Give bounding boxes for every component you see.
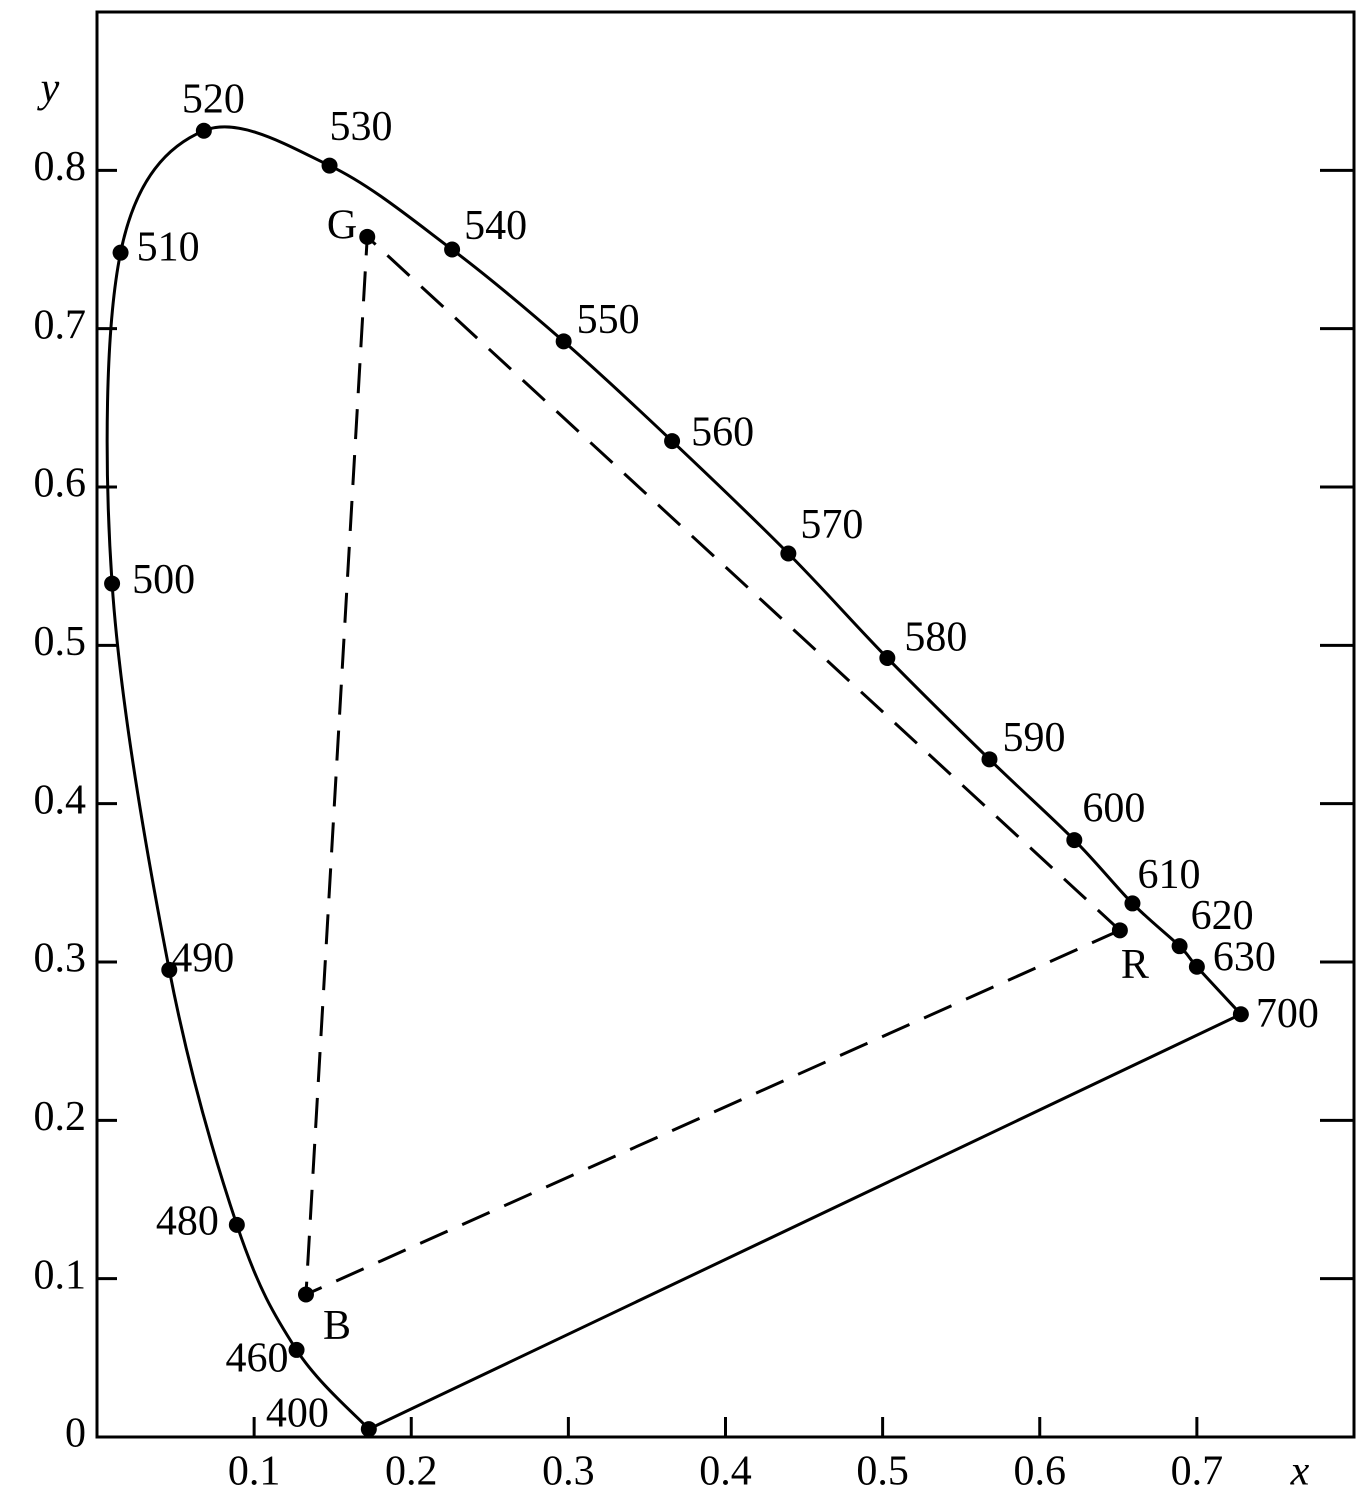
wavelength-label: 630 — [1213, 934, 1276, 980]
locus-point — [161, 961, 178, 978]
primary-label: B — [323, 1303, 351, 1349]
locus-point — [444, 241, 461, 258]
y-tick-label: 0.6 — [34, 461, 87, 507]
y-tick-label: 0.4 — [34, 777, 87, 823]
wavelength-label: 540 — [464, 203, 527, 249]
wavelength-label: 520 — [182, 76, 245, 122]
x-axis-label: x — [1290, 1449, 1310, 1495]
y-tick-label: 0.8 — [34, 144, 87, 190]
x-tick-label: 0.6 — [1014, 1449, 1067, 1495]
wavelength-label: 590 — [1002, 715, 1065, 761]
primary-point — [297, 1286, 314, 1303]
wavelength-label: 480 — [156, 1198, 219, 1244]
locus-point — [288, 1341, 305, 1358]
locus-point — [195, 122, 212, 139]
wavelength-label: 500 — [132, 557, 195, 603]
y-tick-label: 0 — [65, 1411, 86, 1457]
locus-point — [981, 751, 998, 768]
wavelength-label: 560 — [691, 410, 754, 456]
x-tick-label: 0.2 — [385, 1449, 438, 1495]
wavelength-label: 570 — [800, 502, 863, 548]
locus-point — [879, 650, 896, 666]
locus-point — [1232, 1006, 1249, 1023]
y-axis-label: y — [37, 66, 60, 112]
wavelength-label: 460 — [226, 1336, 289, 1382]
locus-point — [1124, 895, 1141, 912]
x-tick-label: 0.4 — [699, 1449, 752, 1495]
locus-point — [321, 157, 338, 174]
wavelength-label: 530 — [330, 104, 393, 150]
locus-point — [780, 545, 797, 562]
y-tick-label: 0.1 — [34, 1252, 87, 1298]
primary-point — [359, 228, 376, 245]
wavelength-label: 620 — [1191, 893, 1254, 939]
y-tick-label: 0.7 — [34, 302, 87, 348]
gamut-triangle — [304, 233, 1121, 1297]
wavelength-label: 600 — [1082, 786, 1145, 832]
plot-frame — [95, 10, 1356, 1439]
wavelength-label: 700 — [1256, 991, 1319, 1037]
purple-line — [368, 1012, 1242, 1431]
locus-point — [1188, 958, 1205, 975]
locus-point — [1066, 832, 1083, 849]
wavelength-label: 400 — [266, 1391, 329, 1437]
y-tick-label: 0.3 — [34, 936, 87, 982]
locus-point — [664, 433, 681, 450]
primary-label: R — [1121, 942, 1149, 988]
primary-label: G — [327, 202, 357, 248]
wavelength-label: 510 — [137, 224, 200, 270]
locus-point — [555, 333, 572, 350]
locus-point — [112, 244, 129, 261]
y-tick-label: 0.2 — [34, 1094, 87, 1140]
wavelength-label: 610 — [1137, 852, 1200, 898]
locus-point — [360, 1421, 377, 1438]
locus-point — [228, 1216, 245, 1233]
locus-point — [1171, 938, 1188, 955]
wavelength-label: 490 — [171, 936, 234, 982]
x-tick-label: 0.1 — [228, 1449, 281, 1495]
primary-point — [1111, 922, 1128, 939]
spectral-locus — [105, 125, 1242, 1431]
y-tick-label: 0.5 — [34, 619, 87, 665]
wavelength-label: 550 — [577, 297, 640, 343]
wavelength-label: 580 — [904, 615, 967, 661]
x-tick-label: 0.3 — [542, 1449, 595, 1495]
locus-point — [104, 575, 121, 592]
x-tick-label: 0.5 — [856, 1449, 909, 1495]
x-tick-label: 0.7 — [1171, 1449, 1224, 1495]
